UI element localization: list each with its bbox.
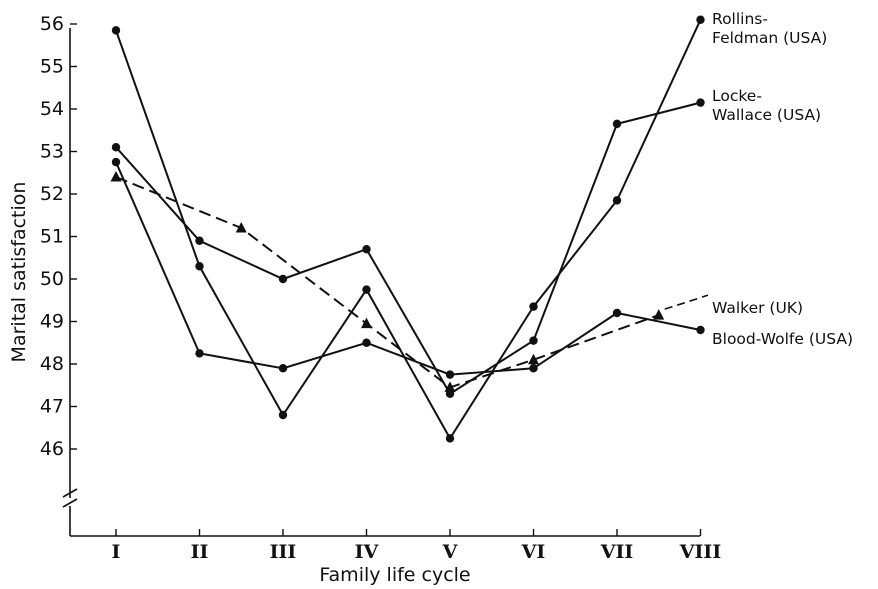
series-labels: Rollins-Feldman (USA) Locke-Wallace (USA)… [664, 10, 853, 348]
y-tick-label: 52 [40, 183, 64, 205]
data-point [195, 236, 204, 245]
walker-leader-line [664, 294, 709, 310]
y-tick-label: 54 [40, 98, 64, 120]
data-point [612, 196, 622, 205]
y-tick-label: 48 [40, 353, 64, 375]
data-point [110, 171, 122, 182]
y-tick-label: 56 [40, 13, 64, 35]
data-point [612, 308, 622, 318]
x-tick-label: VII [600, 541, 634, 563]
x-ticks: I II III IV V VI VII VIII [112, 529, 722, 563]
series-line [115, 101, 701, 396]
data-point [696, 15, 705, 24]
y-tick-label: 46 [40, 438, 64, 460]
series-label: Blood-Wolfe (USA) [712, 330, 853, 348]
y-tick-label: 50 [40, 268, 64, 290]
series-line [115, 176, 660, 389]
data-point [111, 143, 121, 152]
series-2 [110, 171, 665, 392]
data-point [696, 98, 705, 107]
data-point [612, 119, 622, 129]
x-tick-label: III [270, 541, 297, 563]
data-point [696, 325, 705, 335]
data-point [278, 274, 288, 284]
data-point [445, 370, 455, 379]
series-label: Rollins- [712, 10, 768, 28]
y-tick-label: 55 [40, 56, 64, 78]
data-point [444, 381, 456, 392]
series-3 [111, 157, 705, 379]
data-point [362, 338, 371, 347]
data-point [111, 157, 121, 167]
series-group [110, 15, 705, 443]
x-tick-label: IV [355, 541, 380, 563]
y-axis-title: Marital satisfaction [8, 182, 30, 363]
series-0 [111, 15, 705, 443]
data-point [445, 434, 455, 443]
data-point [528, 353, 539, 365]
data-point [195, 262, 204, 271]
series-label: Walker (UK) [712, 299, 803, 317]
axis-break-mark-2 [62, 498, 78, 508]
series-1 [111, 98, 705, 398]
data-point [195, 349, 204, 358]
series-label: Locke- [712, 87, 762, 105]
data-point [529, 364, 538, 373]
y-ticks: 46 47 48 49 50 51 52 53 54 55 56 [40, 13, 77, 460]
x-tick-label: V [442, 541, 459, 563]
series-label: Wallace (USA) [712, 106, 821, 124]
y-tick-label: 49 [40, 311, 64, 333]
data-point [362, 245, 371, 254]
data-point [111, 26, 121, 35]
data-point [235, 222, 247, 233]
axis-break-mark-1 [62, 488, 78, 498]
y-tick-label: 53 [40, 141, 64, 163]
data-point [278, 364, 288, 373]
x-tick-label: VIII [679, 541, 722, 563]
series-line [115, 161, 701, 376]
y-tick-label: 47 [40, 396, 64, 418]
data-point [653, 309, 665, 320]
x-axis-title: Family life cycle [319, 564, 470, 586]
series-label: Feldman (USA) [712, 29, 827, 47]
data-point [529, 336, 538, 345]
series-line [115, 19, 702, 441]
data-point [529, 302, 538, 311]
data-point [361, 317, 372, 329]
x-tick-label: VI [521, 541, 546, 563]
x-tick-label: II [191, 541, 209, 563]
axes [62, 28, 700, 537]
y-tick-label: 51 [40, 226, 64, 248]
data-point [362, 285, 371, 294]
x-tick-label: I [112, 541, 121, 563]
data-point [278, 410, 288, 420]
